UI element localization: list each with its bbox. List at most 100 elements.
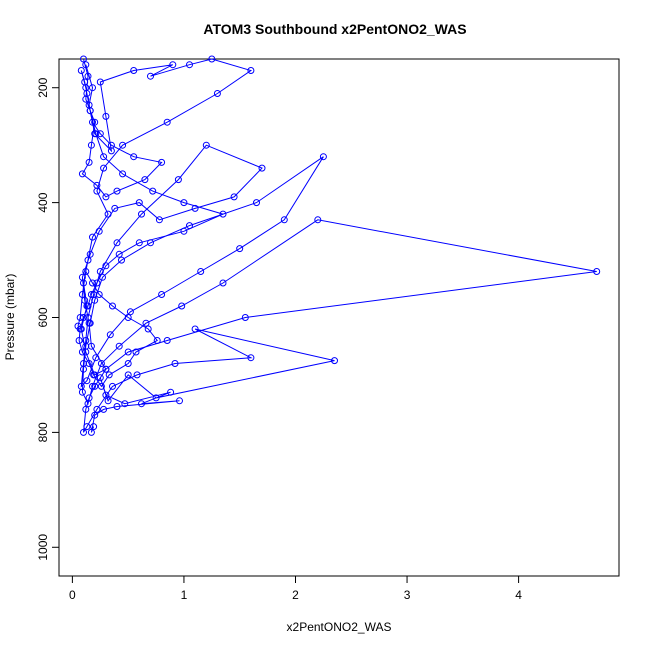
data-point [163, 118, 171, 126]
data-point [96, 374, 104, 382]
data-point [84, 72, 92, 80]
data-point [314, 216, 322, 224]
data-point [219, 210, 227, 218]
y-tick-label: 1000 [36, 534, 50, 561]
data-point [80, 365, 87, 373]
series-line [77, 58, 225, 388]
data-point [78, 170, 86, 178]
data-point [155, 216, 163, 224]
data-point [87, 428, 95, 436]
x-axis-label: x2PentONO2_WAS [287, 620, 392, 634]
plot-frame [58, 58, 620, 577]
data-point [100, 405, 108, 413]
plot-area [74, 55, 601, 436]
data-point [593, 268, 601, 275]
data-point [158, 158, 166, 166]
data-point [141, 176, 149, 184]
data-point [180, 227, 188, 235]
data-point [113, 403, 121, 410]
x-tick-label: 2 [292, 588, 299, 602]
data-point [91, 382, 99, 390]
data-point [89, 382, 96, 390]
data-point [82, 405, 90, 413]
data-point [135, 239, 143, 247]
data-point [124, 348, 132, 356]
data-point [213, 90, 221, 97]
data-point [83, 377, 91, 385]
data-point [178, 302, 186, 310]
data-point [106, 331, 114, 339]
x-tick-label: 4 [515, 588, 522, 602]
data-point [84, 256, 92, 264]
data-point [258, 164, 266, 172]
data-point [180, 199, 188, 207]
data-point [82, 84, 90, 92]
data-point [102, 112, 110, 120]
data-point [89, 84, 96, 92]
data-point [144, 325, 152, 333]
data-point [109, 382, 116, 390]
data-point [76, 314, 84, 321]
data-point [124, 360, 132, 367]
data-point [92, 354, 100, 362]
y-tick-label: 600 [36, 307, 50, 327]
data-point [152, 394, 160, 402]
data-point [85, 394, 93, 402]
data-point [158, 291, 166, 298]
data-point [104, 210, 112, 218]
data-point [93, 405, 101, 413]
data-point [100, 164, 108, 172]
data-point [87, 141, 95, 149]
data-point [171, 360, 179, 367]
data-point [95, 291, 103, 298]
y-tick-label: 400 [36, 192, 50, 212]
data-point [82, 342, 90, 350]
data-point [78, 291, 86, 298]
data-point [96, 130, 104, 138]
data-point [241, 314, 249, 321]
data-point [84, 302, 92, 310]
data-point [90, 371, 98, 379]
data-point [80, 55, 87, 63]
data-point [167, 388, 175, 396]
data-point [89, 118, 96, 126]
data-point [142, 319, 150, 327]
data-point [115, 250, 123, 258]
data-point [197, 268, 205, 275]
data-point [230, 193, 238, 201]
data-point [236, 245, 244, 253]
x-tick-label: 1 [181, 588, 188, 602]
data-point [97, 382, 105, 390]
data-point [93, 279, 101, 287]
data-point [138, 210, 145, 218]
data-point [115, 342, 123, 350]
y-axis-label: Pressure (mbar) [3, 274, 17, 361]
data-point [97, 360, 105, 367]
data-point [119, 170, 127, 178]
data-point [89, 233, 96, 241]
y-tick-label: 200 [36, 77, 50, 97]
data-point [124, 314, 132, 321]
data-point [102, 365, 110, 373]
data-point [85, 158, 93, 166]
data-point [80, 428, 87, 436]
data-point [78, 348, 86, 356]
data-point [130, 153, 138, 161]
data-point [133, 371, 141, 379]
data-point [135, 199, 143, 207]
data-point [118, 256, 125, 264]
data-point [124, 371, 132, 379]
data-point [93, 181, 101, 189]
data-point [163, 337, 171, 344]
data-point [280, 216, 288, 224]
data-point [149, 187, 157, 195]
data-point [186, 61, 193, 69]
x-tick-label: 3 [404, 588, 411, 602]
data-point [130, 67, 138, 74]
data-point [86, 107, 94, 115]
data-point [105, 371, 113, 379]
series-line [80, 58, 597, 433]
data-point [219, 279, 227, 287]
data-point [78, 388, 86, 396]
